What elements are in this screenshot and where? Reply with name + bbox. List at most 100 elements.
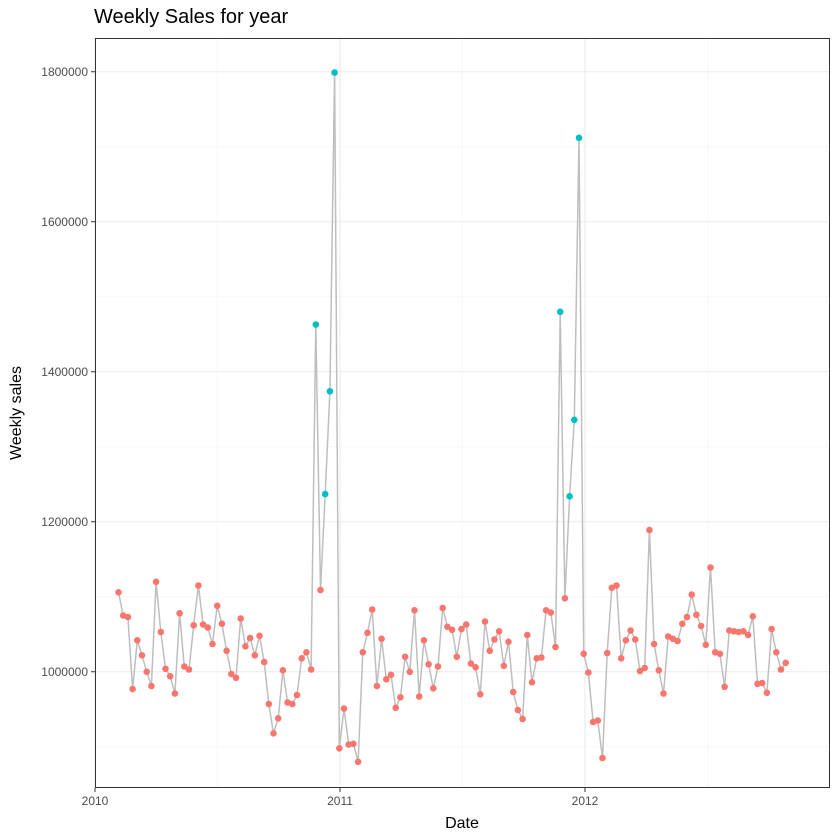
data-point [580,650,587,658]
data-point [519,715,526,723]
y-tick-label: 1000000 [41,665,88,679]
data-point [646,526,653,534]
data-point [270,730,277,737]
data-point [458,625,465,633]
data-point [293,691,301,699]
plot-panel-border [95,38,830,788]
data-point [223,647,230,655]
data-point [462,621,470,628]
data-point [260,658,268,666]
grid-minor [95,38,830,788]
data-point [256,632,263,640]
data-point [585,669,592,676]
data-point [632,636,639,643]
data-point [773,649,780,656]
data-point [406,668,414,676]
holiday-data-point [321,490,329,498]
data-point [279,667,287,674]
data-point [481,618,489,625]
x-axis-title: Date [445,815,479,832]
data-point [392,704,400,712]
data-point [472,664,479,671]
data-point [157,628,165,636]
data-point [491,636,498,643]
data-point [298,655,306,662]
data-point [176,610,183,617]
data-point [171,690,179,697]
data-point [199,621,207,628]
data-point [138,652,146,659]
data-point [204,624,212,631]
data-point [242,643,249,650]
data-point [228,670,235,678]
data-point [148,682,155,690]
data-point [397,694,404,701]
data-point [697,622,705,630]
data-point [411,607,418,614]
holiday-data-point [571,416,578,424]
data-point [232,674,240,682]
data-point [209,640,216,648]
data-point [467,660,475,667]
data-point [655,667,663,674]
data-point [143,668,150,676]
data-point [679,620,686,628]
data-point [660,690,667,697]
data-point [477,691,484,698]
data-point [505,638,512,646]
data-point [368,606,376,613]
data-point [547,609,555,616]
data-point [364,629,371,637]
data-point [444,623,451,631]
y-tick-label: 1200000 [41,515,88,529]
data-point [213,602,221,610]
data-point [693,611,700,619]
holiday-data-point [312,321,320,328]
data-point [453,653,461,661]
data-point [307,666,315,673]
data-point [378,635,385,643]
data-point [434,663,442,670]
data-point [617,655,625,662]
y-tick-label: 1800000 [41,65,88,79]
data-point [707,564,714,571]
holiday-data-point [326,388,334,395]
data-point [162,665,169,673]
data-point [303,649,310,656]
data-point [439,604,447,612]
data-point [509,688,517,696]
data-point [500,662,508,670]
data-point [603,649,611,657]
x-tick-label: 2010 [82,794,109,808]
y-tick-label: 1600000 [41,215,88,229]
data-point [622,637,630,644]
data-point [274,715,282,722]
data-point [152,578,160,586]
data-point [340,705,348,712]
data-point [702,641,710,649]
data-point [420,637,428,644]
data-point [373,682,381,690]
data-point [124,613,132,621]
x-tick-label: 2012 [572,794,599,808]
data-point [317,586,324,594]
data-point [514,706,522,714]
data-point [721,683,728,691]
data-point [749,613,757,620]
y-axis-title: Weekly sales [8,366,25,460]
data-point [251,652,259,659]
data-point [552,643,559,651]
x-tick-label: 2011 [327,794,353,808]
data-point [561,595,569,602]
data-point [594,717,602,724]
data-point [763,689,771,697]
y-tick-label: 1400000 [41,365,88,379]
data-point [744,631,752,639]
data-point [190,622,197,629]
holiday-data-point [566,493,573,500]
holiday-data-point [331,69,338,76]
x-axis-ticks: 2010 2011 2012 [82,788,599,808]
data-point [486,647,494,655]
data-point [627,627,634,634]
data-point [683,613,691,621]
